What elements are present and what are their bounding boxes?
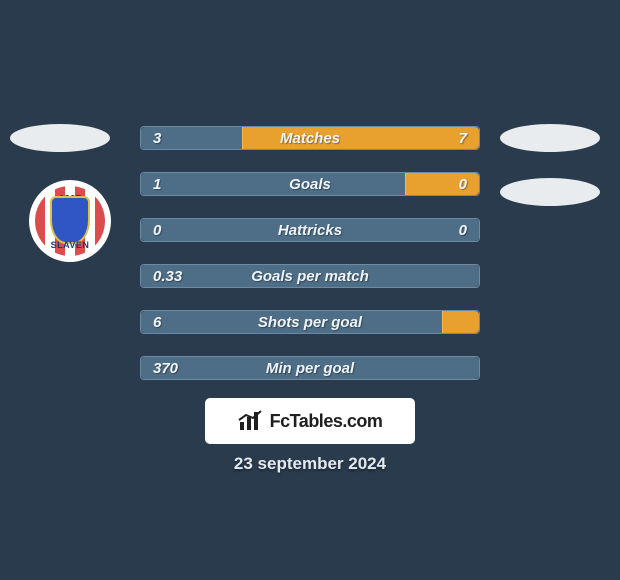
crest-name: SLAVEN [51, 240, 90, 250]
bar-right-value: 0 [459, 173, 467, 197]
bar-left-segment [141, 265, 479, 287]
bar-right-segment [405, 173, 479, 195]
bar-left-segment [141, 357, 479, 379]
player-badge-right-2 [500, 178, 600, 206]
player-badge-right-1 [500, 124, 600, 152]
bar-left-value: 6 [153, 311, 161, 335]
bar-right-value: 0 [459, 219, 467, 243]
bar-left-value: 0.33 [153, 265, 182, 289]
bar-right-value: 7 [459, 127, 467, 151]
bar-left-value: 3 [153, 127, 161, 151]
bar-left-segment [141, 219, 479, 241]
bar-row: 37Matches [140, 126, 480, 150]
player-badge-left [10, 124, 110, 152]
bar-left-value: 1 [153, 173, 161, 197]
brand-box[interactable]: FcTables.com [205, 398, 415, 444]
bar-row: 0.33Goals per match [140, 264, 480, 288]
bar-right-segment [442, 311, 479, 333]
comparison-bars: 37Matches10Goals00Hattricks0.33Goals per… [140, 126, 480, 402]
bar-row: 370Min per goal [140, 356, 480, 380]
bar-row: 10Goals [140, 172, 480, 196]
club-crest: 1907 SLAVEN [29, 180, 111, 262]
bar-row: 00Hattricks [140, 218, 480, 242]
bar-left-value: 0 [153, 219, 161, 243]
brand-text: FcTables.com [270, 411, 383, 432]
bar-left-segment [141, 311, 442, 333]
bar-row: 6Shots per goal [140, 310, 480, 334]
bar-left-value: 370 [153, 357, 178, 381]
bar-right-segment [242, 127, 479, 149]
bar-left-segment [141, 173, 405, 195]
brand-chart-icon [238, 410, 264, 432]
crest-shield [50, 196, 90, 244]
date-label: 23 september 2024 [0, 454, 620, 474]
